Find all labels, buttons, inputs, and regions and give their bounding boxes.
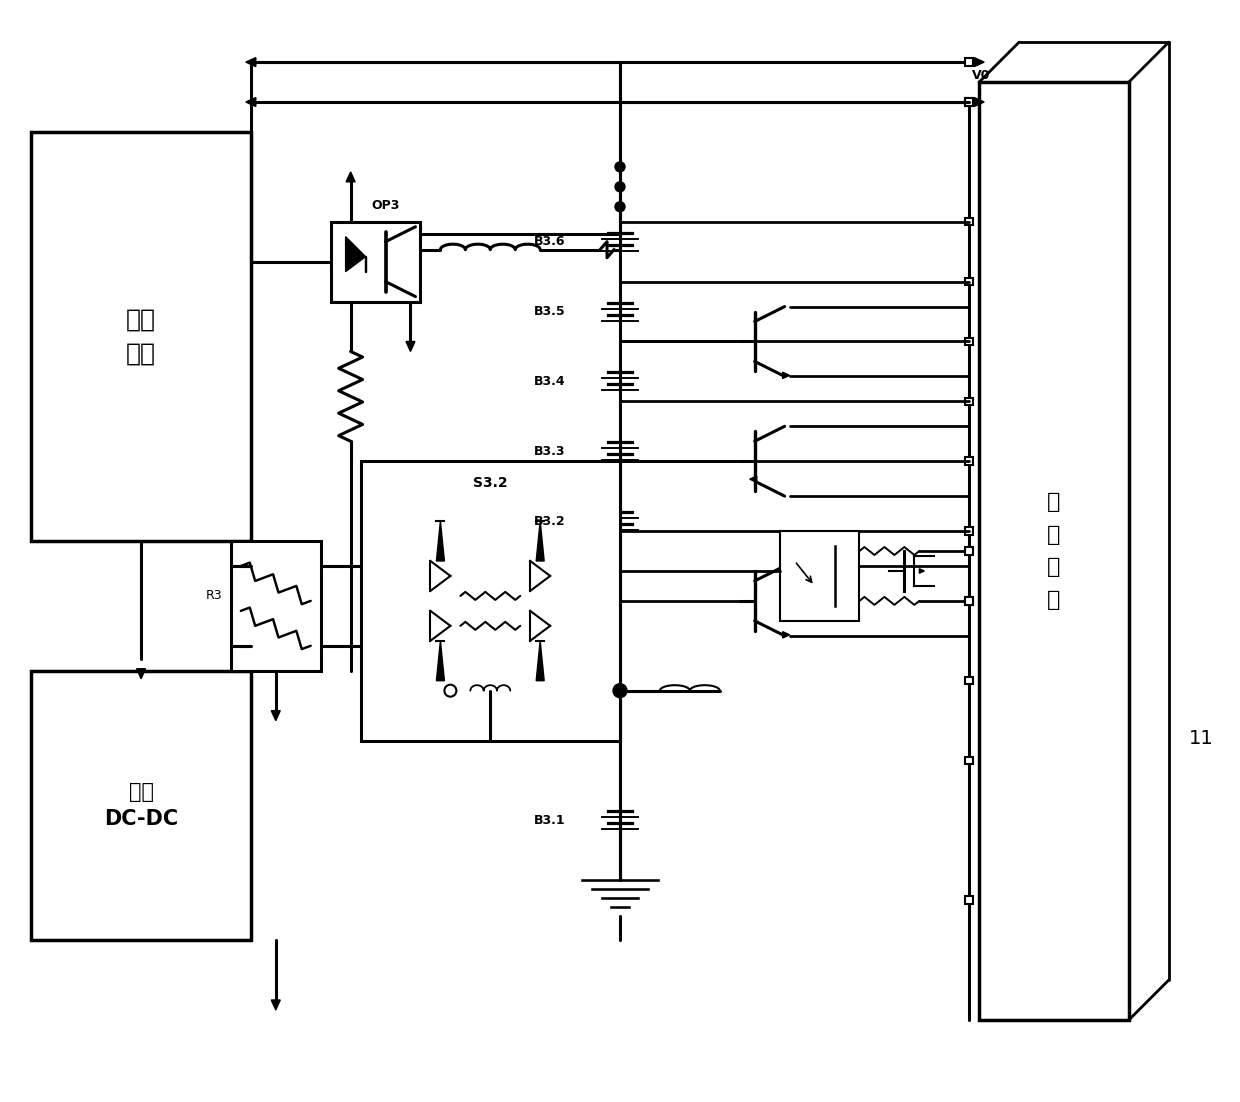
Text: B3.5: B3.5 xyxy=(533,305,565,318)
Polygon shape xyxy=(272,711,280,721)
Polygon shape xyxy=(272,1000,280,1009)
Bar xyxy=(966,597,973,605)
Text: B3.6: B3.6 xyxy=(533,235,565,248)
Bar xyxy=(361,462,620,741)
Text: 11: 11 xyxy=(1189,730,1214,748)
Text: B3.3: B3.3 xyxy=(533,445,565,457)
Bar xyxy=(966,757,973,765)
Text: B3.1: B3.1 xyxy=(533,814,565,826)
Text: B3.4: B3.4 xyxy=(533,375,565,388)
Bar xyxy=(966,337,973,345)
Polygon shape xyxy=(975,97,985,107)
Polygon shape xyxy=(436,640,444,681)
Bar xyxy=(966,398,973,406)
Bar xyxy=(331,222,420,302)
Polygon shape xyxy=(750,476,756,483)
Bar xyxy=(966,548,973,554)
Bar xyxy=(980,82,1128,1020)
Bar xyxy=(966,896,973,904)
Bar xyxy=(231,541,321,671)
Bar xyxy=(966,527,973,534)
Polygon shape xyxy=(246,97,255,107)
Polygon shape xyxy=(436,521,444,561)
Polygon shape xyxy=(405,342,415,352)
Text: 控制
信号: 控制 信号 xyxy=(126,307,156,365)
Polygon shape xyxy=(246,57,255,66)
Polygon shape xyxy=(975,57,985,66)
Polygon shape xyxy=(346,237,366,271)
Text: S3.2: S3.2 xyxy=(472,476,507,490)
Bar xyxy=(966,457,973,465)
Bar xyxy=(780,531,859,620)
Polygon shape xyxy=(136,669,145,679)
Bar xyxy=(966,677,973,684)
Polygon shape xyxy=(536,640,544,681)
Bar xyxy=(966,58,973,66)
Text: V0: V0 xyxy=(972,69,991,82)
Bar xyxy=(966,597,973,605)
Circle shape xyxy=(615,202,625,212)
Text: OP3: OP3 xyxy=(371,198,399,212)
Text: 控
制
芯
片: 控 制 芯 片 xyxy=(1048,491,1060,611)
Polygon shape xyxy=(536,521,544,561)
Circle shape xyxy=(615,162,625,172)
Text: B3.2: B3.2 xyxy=(533,515,565,528)
Bar xyxy=(966,98,973,106)
Text: R3: R3 xyxy=(206,590,222,603)
Circle shape xyxy=(615,182,625,192)
Bar xyxy=(31,132,250,541)
Bar xyxy=(966,98,973,106)
Bar xyxy=(966,218,973,226)
Bar xyxy=(31,671,250,940)
Text: 双向
DC-DC: 双向 DC-DC xyxy=(104,782,179,829)
Circle shape xyxy=(613,683,627,698)
Polygon shape xyxy=(346,172,355,182)
Polygon shape xyxy=(919,569,924,573)
Polygon shape xyxy=(782,631,790,638)
Bar xyxy=(966,278,973,285)
Polygon shape xyxy=(782,372,790,379)
